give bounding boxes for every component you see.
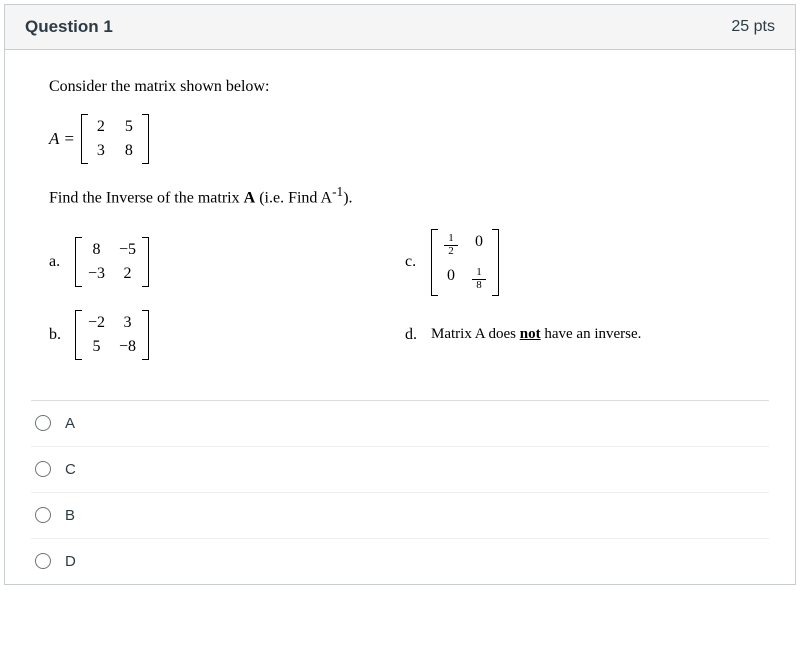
radio-a[interactable] bbox=[35, 415, 51, 431]
answer-label: b. bbox=[49, 326, 75, 344]
answer-label: c. bbox=[405, 253, 431, 271]
answer-d-text: Matrix A does not have an inverse. bbox=[431, 326, 641, 343]
choice-list: A C B D bbox=[5, 401, 795, 584]
matrix-cell: 0 bbox=[472, 233, 486, 257]
choice-label: A bbox=[65, 415, 75, 432]
answer-b-matrix: −2 3 5 −8 bbox=[75, 310, 149, 360]
choice-b[interactable]: B bbox=[31, 493, 769, 539]
choice-label: D bbox=[65, 553, 76, 570]
matrix-cell: 3 bbox=[94, 142, 108, 160]
choice-a[interactable]: A bbox=[31, 401, 769, 447]
matrix-cell: 8 bbox=[122, 142, 136, 160]
question-title: Question 1 bbox=[25, 17, 113, 37]
matrix-cell: 18 bbox=[472, 267, 486, 291]
matrix-cell: 2 bbox=[119, 265, 136, 283]
answer-a: a. 8 −5 −3 2 bbox=[49, 229, 395, 295]
question-body: Consider the matrix shown below: A = 2 5… bbox=[5, 50, 795, 390]
matrix-lhs: A = bbox=[49, 129, 75, 149]
question-header: Question 1 25 pts bbox=[5, 5, 795, 50]
question-points: 25 pts bbox=[731, 18, 775, 36]
answer-d: d. Matrix A does not have an inverse. bbox=[405, 310, 751, 360]
matrix-cell: 3 bbox=[119, 314, 136, 332]
matrix-definition: A = 2 5 3 8 bbox=[49, 114, 751, 164]
question-card: Question 1 25 pts Consider the matrix sh… bbox=[4, 4, 796, 585]
choice-d[interactable]: D bbox=[31, 539, 769, 584]
matrix-cell: −8 bbox=[119, 338, 136, 356]
answer-c-matrix: 12 0 0 18 bbox=[431, 229, 499, 295]
matrix-cell: −5 bbox=[119, 241, 136, 259]
radio-b[interactable] bbox=[35, 507, 51, 523]
question-prompt: Consider the matrix shown below: bbox=[49, 78, 751, 96]
matrix-cell: 5 bbox=[122, 118, 136, 136]
matrix-cell: 5 bbox=[88, 338, 105, 356]
choice-c[interactable]: C bbox=[31, 447, 769, 493]
matrix-cell: 12 bbox=[444, 233, 458, 257]
radio-c[interactable] bbox=[35, 461, 51, 477]
answers-grid: a. 8 −5 −3 2 c. 12 bbox=[49, 229, 751, 359]
matrix-cell: −2 bbox=[88, 314, 105, 332]
question-instruction: Find the Inverse of the matrix A (i.e. F… bbox=[49, 184, 751, 207]
choice-label: C bbox=[65, 461, 76, 478]
matrix-cell: 8 bbox=[88, 241, 105, 259]
answer-b: b. −2 3 5 −8 bbox=[49, 310, 395, 360]
matrix-a: 2 5 3 8 bbox=[81, 114, 149, 164]
matrix-cell: 2 bbox=[94, 118, 108, 136]
answer-label: d. bbox=[405, 326, 431, 344]
matrix-cell: −3 bbox=[88, 265, 105, 283]
matrix-cell: 0 bbox=[444, 267, 458, 291]
answer-c: c. 12 0 0 18 bbox=[405, 229, 751, 295]
answer-a-matrix: 8 −5 −3 2 bbox=[75, 237, 149, 287]
choice-label: B bbox=[65, 507, 75, 524]
answer-label: a. bbox=[49, 253, 75, 271]
radio-d[interactable] bbox=[35, 553, 51, 569]
